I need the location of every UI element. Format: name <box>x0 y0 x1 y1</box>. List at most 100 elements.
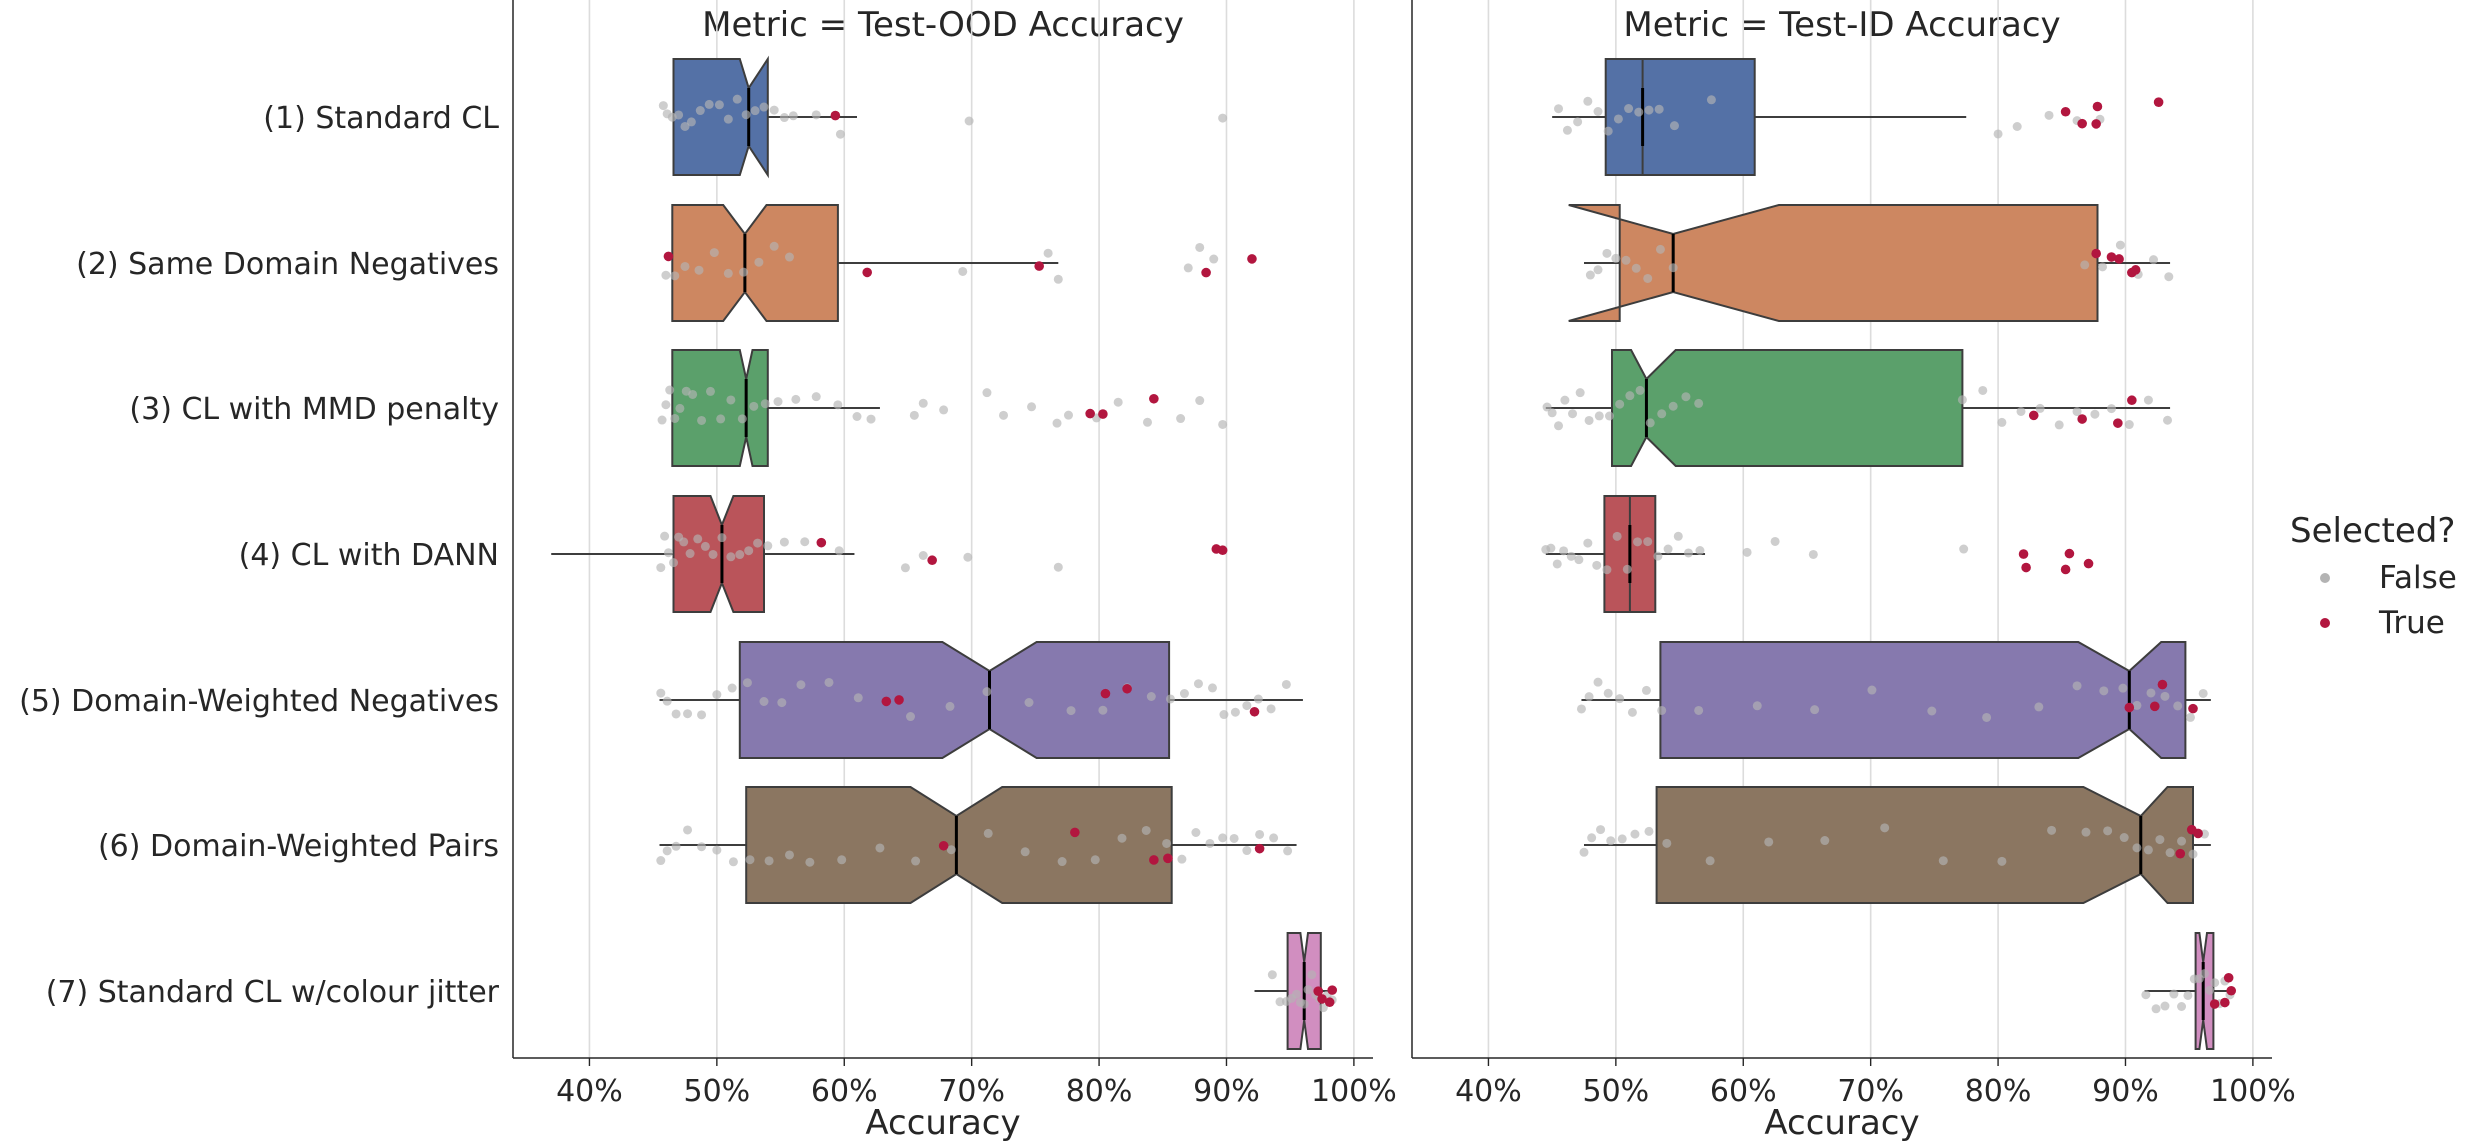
point-false <box>769 105 779 115</box>
point-false <box>2163 415 2173 425</box>
point-false <box>1024 697 1034 707</box>
point-false <box>661 400 671 410</box>
point-false <box>686 117 696 127</box>
point-false <box>1993 129 2003 139</box>
point-false <box>1266 704 1276 714</box>
point-false <box>760 399 770 409</box>
point-false <box>1318 1003 1328 1013</box>
point-false <box>2012 121 2022 131</box>
point-false <box>1195 396 1205 406</box>
point-false <box>697 415 707 425</box>
point-false <box>759 102 769 112</box>
point-false <box>1615 694 1625 704</box>
point-true <box>2064 548 2075 559</box>
point-true <box>2028 410 2039 421</box>
point-false <box>1191 828 1201 838</box>
point-false <box>1283 846 1293 856</box>
point-false <box>1057 857 1067 867</box>
point-true <box>1100 688 1111 699</box>
point-false <box>1764 837 1774 847</box>
point-false <box>2183 990 2193 1000</box>
point-false <box>2132 700 2142 710</box>
point-false <box>1645 418 1655 428</box>
point-false <box>811 392 821 402</box>
point-false <box>675 403 685 413</box>
point-false <box>1052 418 1062 428</box>
point-false <box>1867 685 1877 695</box>
x-tick-label-0: 40% <box>556 1074 623 1109</box>
point-true <box>1313 986 1324 997</box>
point-false <box>662 846 672 856</box>
point-false <box>1176 414 1186 424</box>
point-false <box>2103 826 2113 836</box>
point-false <box>1603 688 1613 698</box>
legend-label-true: True <box>2378 605 2445 641</box>
point-false <box>688 389 698 399</box>
point-true <box>2091 119 2101 129</box>
point-false <box>833 400 843 410</box>
point-false <box>670 413 680 423</box>
point-false <box>1594 411 1604 421</box>
x-tick-label-1: 50% <box>1583 1074 1650 1109</box>
point-false <box>1299 999 1309 1009</box>
point-true <box>2175 848 2186 859</box>
point-false <box>759 696 769 706</box>
point-false <box>1090 855 1100 865</box>
point-false <box>712 690 722 700</box>
point-false <box>769 241 779 251</box>
point-false <box>2054 420 2064 430</box>
point-false <box>773 397 783 407</box>
point-false <box>669 558 679 568</box>
point-true <box>862 267 872 278</box>
point-false <box>1997 417 2007 427</box>
point-false <box>1657 409 1667 419</box>
point-false <box>712 845 722 855</box>
x-tick-label-4: 80% <box>1965 1074 2032 1109</box>
x-tick-label-6: 100% <box>1311 1074 1397 1109</box>
point-false <box>1560 395 1570 405</box>
point-false <box>1957 395 1967 405</box>
point-false <box>1630 829 1640 839</box>
point-false <box>834 546 844 556</box>
point-false <box>683 825 693 835</box>
point-false <box>714 100 724 110</box>
point-false <box>1810 705 1820 715</box>
box-1-standard-cl <box>1604 58 1756 176</box>
point-false <box>1706 95 1716 105</box>
point-true <box>2130 265 2141 275</box>
point-true <box>894 695 904 705</box>
point-false <box>2035 403 2045 413</box>
point-true <box>2018 549 2029 559</box>
point-false <box>1668 401 1678 411</box>
point-false <box>739 267 749 277</box>
point-false <box>1663 544 1673 554</box>
point-false <box>737 414 747 424</box>
point-false <box>1253 694 1263 704</box>
point-false <box>1592 560 1602 570</box>
point-false <box>1644 105 1654 115</box>
category-label-2-same-domain-negatives: (2) Same Domain Negatives <box>76 247 499 282</box>
point-false <box>1568 409 1578 419</box>
point-true <box>2060 564 2071 575</box>
point-false <box>658 101 668 111</box>
point-false <box>704 99 714 109</box>
point-false <box>1573 117 1583 127</box>
point-false <box>1997 856 2007 866</box>
x-tick-label-6: 100% <box>2210 1074 2296 1109</box>
point-true <box>2021 562 2031 573</box>
category-label-7-standard-cl-w-colour-jitter: (7) Standard CL w/colour jitter <box>46 975 500 1010</box>
point-false <box>745 855 755 865</box>
point-true <box>2149 701 2160 712</box>
grid-test-ood <box>588 0 1355 1058</box>
point-false <box>2115 240 2125 250</box>
point-false <box>852 411 862 421</box>
point-false <box>1027 402 1037 412</box>
point-false <box>1604 411 1614 421</box>
point-false <box>946 845 956 855</box>
point-false <box>1643 537 1653 547</box>
point-false <box>2164 272 2174 282</box>
point-false <box>1117 833 1127 843</box>
point-false <box>665 385 675 395</box>
point-false <box>791 394 801 404</box>
axes-test-ood: 40% 50% 60% 70% 80% 90% 100% <box>512 0 1397 1109</box>
